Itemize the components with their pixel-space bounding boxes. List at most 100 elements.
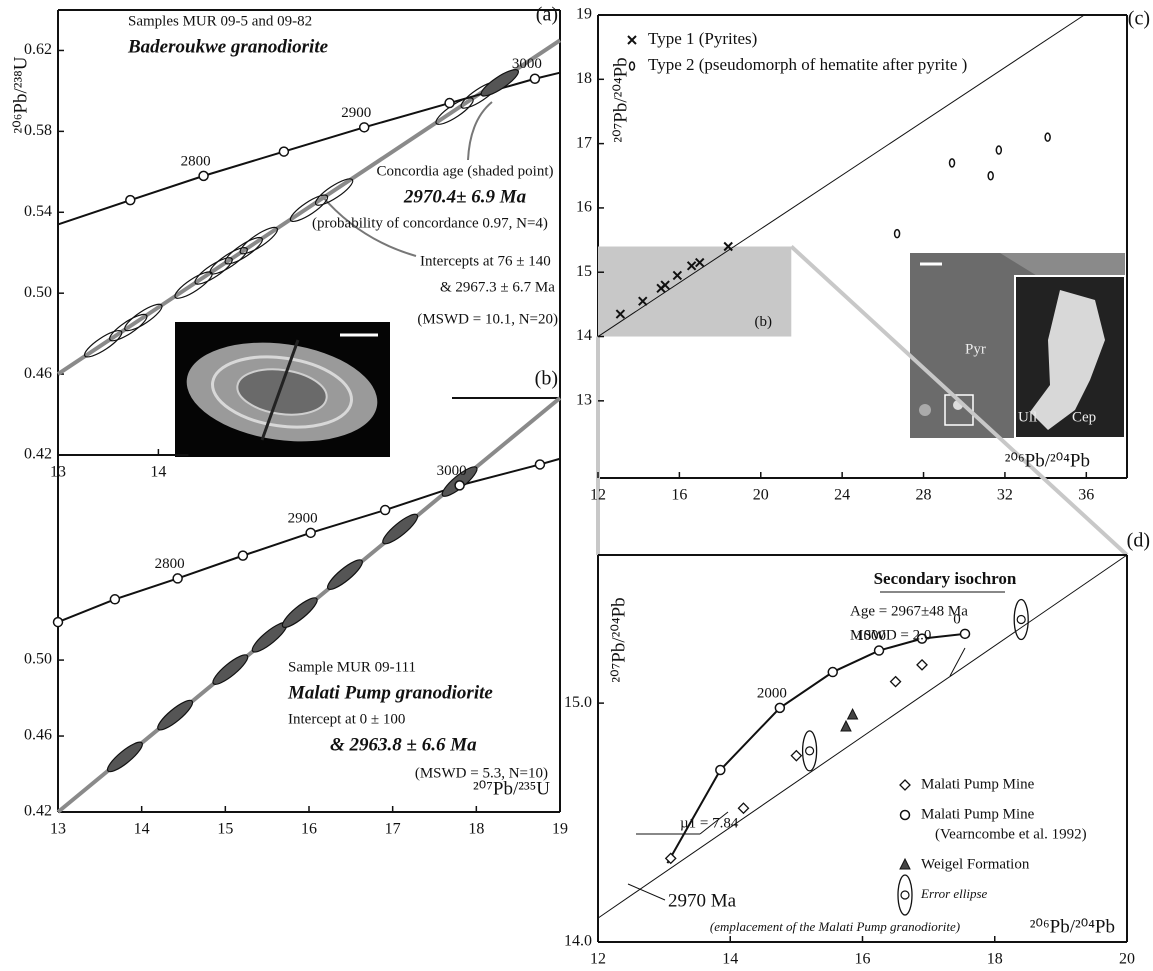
- error-ellipse: [326, 559, 363, 590]
- y-tick-label: 0.50: [24, 284, 52, 301]
- mineral: [1030, 290, 1105, 430]
- marker: [358, 122, 370, 133]
- marker: [672, 270, 683, 281]
- marker: [237, 550, 249, 561]
- y-tick-label: 0.42: [24, 446, 52, 463]
- annotation: 2970 Ma: [668, 890, 737, 911]
- annotation: Baderoukwe granodiorite: [127, 36, 329, 57]
- point-label: 3000: [437, 463, 467, 479]
- y-axis-label: ²⁰⁷Pb/²⁰⁴Pb: [610, 57, 631, 142]
- x-tick-label: 28: [916, 487, 932, 504]
- annotation: Age = 2967±48 Ma: [850, 603, 968, 619]
- point-label: 0: [953, 611, 961, 627]
- error-ellipse: [289, 194, 329, 222]
- legend-marker: [899, 779, 911, 791]
- marker: [889, 675, 902, 688]
- y-tick-label: 17: [576, 134, 592, 151]
- panel-label: (c): [1128, 8, 1150, 30]
- marker: [959, 628, 971, 640]
- annotation: µ1 = 7.84: [680, 815, 739, 831]
- marker: [827, 666, 838, 678]
- zoom-marker: [944, 394, 974, 426]
- marker: [109, 594, 121, 605]
- panel-label: (b): [535, 368, 558, 390]
- marker: [893, 228, 901, 239]
- x-tick-label: 16: [855, 951, 871, 968]
- error-ellipse: [897, 874, 913, 916]
- annotation: Intercepts at 76 ± 140: [420, 253, 551, 269]
- pointer: [949, 647, 966, 677]
- inset-label: Ull: [1018, 409, 1037, 425]
- legend-marker: [627, 35, 637, 45]
- x-tick-label: 18: [987, 951, 1003, 968]
- error-ellipse: [382, 513, 419, 545]
- mineral: [919, 404, 931, 416]
- marker: [873, 645, 885, 656]
- curve: [597, 14, 1085, 337]
- annotation: Concordia age (shaded point): [376, 163, 553, 179]
- marker: [948, 158, 956, 168]
- curve: [57, 71, 561, 226]
- point: [900, 890, 910, 900]
- y-tick-label: 0.62: [24, 41, 52, 58]
- pointers: [627, 591, 1005, 901]
- marker: [840, 719, 852, 732]
- marker: [715, 764, 726, 776]
- annotation: Samples MUR 09-5 and 09-82: [128, 13, 312, 29]
- y-tick-label: 0.42: [24, 803, 52, 820]
- point-label: 3000: [512, 56, 542, 72]
- legend-marker: [899, 809, 911, 821]
- marker: [1044, 132, 1051, 142]
- error-ellipse: [209, 247, 248, 275]
- y-tick-label: 0.54: [24, 203, 52, 220]
- marker: [379, 504, 391, 516]
- annotation: (emplacement of the Malati Pump granodio…: [710, 919, 960, 934]
- x-tick-label: 13: [50, 821, 66, 838]
- legend-label: Malati Pump Mine: [921, 806, 1035, 822]
- y-tick-label: 16: [576, 199, 592, 216]
- annotation: (probability of concordance 0.97, N=4): [312, 215, 548, 231]
- error-ellipse: [801, 730, 818, 772]
- y-tick-label: 0.58: [24, 122, 52, 139]
- legend-marker: [897, 874, 913, 916]
- point-label: 2000: [757, 685, 787, 701]
- point-label: 2800: [181, 153, 211, 169]
- x-tick-label: 36: [1078, 487, 1094, 504]
- arrows: [321, 101, 493, 257]
- error-ellipse: [281, 597, 318, 628]
- y-tick-label: 13: [576, 392, 592, 409]
- legend-label: Weigel Formation: [921, 856, 1030, 872]
- zoning: [211, 355, 353, 429]
- x-tick-label: 15: [217, 821, 233, 838]
- panel-label: (a): [536, 4, 558, 26]
- x-axis-label: ²⁰⁷Pb/²³⁵U: [473, 778, 550, 799]
- marker: [52, 616, 64, 628]
- annotation: Intercept at 0 ± 100: [288, 711, 405, 727]
- point-label: 2900: [341, 105, 371, 121]
- core: [236, 368, 328, 416]
- error-ellipse: [109, 313, 148, 342]
- error-ellipse: [174, 271, 213, 299]
- y-tick-label: 14: [576, 327, 592, 344]
- marker: [638, 296, 648, 306]
- marker: [723, 241, 733, 252]
- annotation: Secondary isochron: [874, 569, 1017, 588]
- legend-label: Type 2 (pseudomorph of hematite after py…: [648, 55, 967, 74]
- marker: [1013, 598, 1029, 641]
- x-tick-label: 19: [552, 821, 568, 838]
- y-tick-label: 0.50: [24, 651, 52, 668]
- error-ellipse: [124, 303, 163, 332]
- annotation: & 2967.3 ± 6.7 Ma: [440, 279, 555, 295]
- marker: [305, 527, 316, 539]
- error-ellipse: [212, 654, 249, 685]
- marker: [278, 146, 290, 157]
- marker: [444, 97, 455, 109]
- marker: [774, 702, 786, 714]
- y-axis-label: ²⁰⁷Pb/²⁰⁴Pb: [608, 597, 629, 682]
- legend-marker: [899, 857, 911, 870]
- error-ellipse: [106, 741, 143, 773]
- curve: [597, 554, 1128, 919]
- marker: [534, 459, 546, 470]
- marker: [846, 707, 859, 720]
